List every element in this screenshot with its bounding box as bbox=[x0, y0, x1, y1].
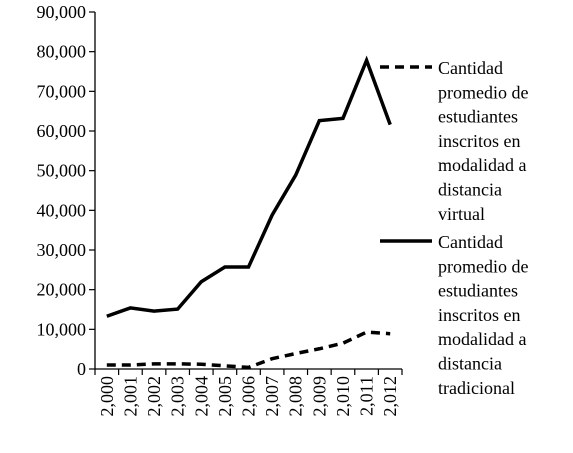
data-point bbox=[199, 280, 203, 284]
legend-label: Cantidad bbox=[438, 58, 503, 78]
x-tick-label: 2,005 bbox=[215, 376, 235, 417]
data-point bbox=[176, 307, 180, 311]
legend-label: distancia bbox=[438, 354, 502, 374]
data-point bbox=[128, 363, 132, 367]
data-point bbox=[105, 363, 109, 367]
x-tick-label: 2,002 bbox=[144, 376, 164, 417]
y-tick-label: 50,000 bbox=[37, 161, 87, 181]
legend: Cantidad promedio de estudiantes inscritos … bbox=[380, 58, 528, 398]
x-tick-label: 2,000 bbox=[97, 376, 117, 417]
data-point bbox=[341, 341, 345, 345]
data-point bbox=[388, 332, 392, 336]
legend-label: promedio de bbox=[438, 82, 528, 102]
axes bbox=[94, 12, 402, 370]
data-point bbox=[176, 362, 180, 366]
y-tick-label: 20,000 bbox=[37, 280, 87, 300]
y-tick-label: 40,000 bbox=[37, 200, 87, 220]
y-tick-label: 10,000 bbox=[37, 319, 87, 339]
data-point bbox=[294, 173, 298, 177]
legend-label: estudiantes bbox=[438, 281, 518, 301]
legend-label: estudiantes bbox=[438, 107, 518, 127]
legend-label: virtual bbox=[438, 204, 485, 224]
legend-label: inscritos en bbox=[438, 305, 521, 325]
y-tick-label: 30,000 bbox=[37, 240, 87, 260]
data-point bbox=[247, 365, 251, 369]
data-point bbox=[294, 352, 298, 356]
x-tick-label: 2,007 bbox=[262, 376, 282, 417]
x-tick-label: 2,009 bbox=[309, 376, 329, 417]
data-point bbox=[223, 364, 227, 368]
legend-label: modalidad a bbox=[438, 155, 526, 175]
x-tick-label: 2,004 bbox=[191, 376, 211, 417]
x-tick-label: 2,001 bbox=[120, 376, 140, 417]
x-tick-label: 2,008 bbox=[286, 376, 306, 417]
x-tick-label: 2,010 bbox=[333, 376, 353, 417]
data-point bbox=[128, 306, 132, 310]
data-point bbox=[152, 309, 156, 313]
data-point bbox=[317, 347, 321, 351]
data-point bbox=[317, 119, 321, 123]
legend-label: tradicional bbox=[438, 378, 515, 398]
x-tick-label: 2,012 bbox=[380, 376, 400, 417]
y-tick-label: 90,000 bbox=[37, 2, 87, 22]
series-line-tradicional bbox=[106, 55, 392, 318]
axis-ticks: 0 10,000 20,000 30,000 40,000 50,000 60,000 70,… bbox=[37, 2, 403, 417]
legend-label: modalidad a bbox=[438, 329, 526, 349]
x-tick-label: 2,006 bbox=[239, 376, 259, 417]
data-point bbox=[270, 357, 274, 361]
y-tick-label: 60,000 bbox=[37, 121, 87, 141]
data-point bbox=[152, 362, 156, 366]
data-point bbox=[199, 362, 203, 366]
y-tick-label: 0 bbox=[77, 359, 86, 379]
legend-label: distancia bbox=[438, 180, 502, 200]
data-point bbox=[341, 116, 345, 120]
y-tick-label: 80,000 bbox=[37, 42, 87, 62]
series-lines bbox=[105, 55, 392, 370]
data-point bbox=[223, 265, 227, 269]
series-line-virtual bbox=[106, 330, 391, 370]
data-point bbox=[105, 314, 109, 318]
data-point bbox=[365, 58, 369, 62]
x-tick-label: 2,003 bbox=[168, 376, 188, 417]
data-point bbox=[388, 123, 392, 127]
legend-label: inscritos en bbox=[438, 131, 521, 151]
legend-label: Cantidad bbox=[438, 232, 503, 252]
data-point bbox=[365, 330, 369, 334]
x-tick-label: 2,011 bbox=[357, 376, 377, 416]
data-point bbox=[247, 265, 251, 269]
y-tick-label: 70,000 bbox=[37, 81, 87, 101]
legend-label: promedio de bbox=[438, 256, 528, 276]
data-point bbox=[270, 213, 274, 217]
